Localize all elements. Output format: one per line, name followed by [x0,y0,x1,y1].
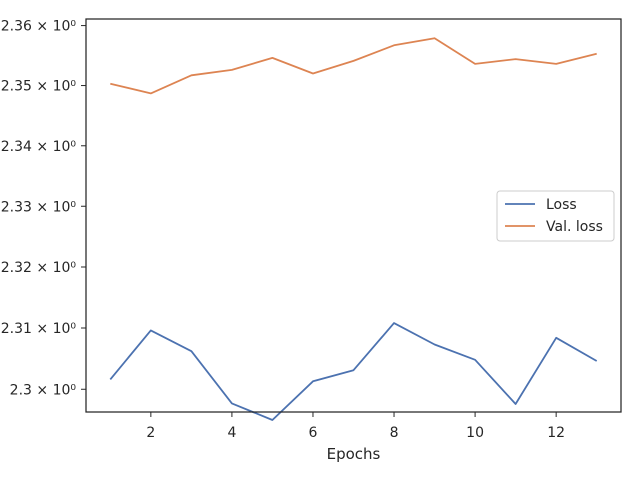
y-tick-label: 2.35 × 10⁰ [1,79,77,95]
x-axis-label: Epochs [327,445,381,463]
y-tick-label: 2.32 × 10⁰ [1,260,77,276]
series-line-loss [109,322,598,421]
y-tick-label: 2.3 × 10⁰ [10,382,77,398]
y-tick-label: 2.31 × 10⁰ [1,321,77,337]
x-tick-label: 8 [390,425,399,441]
y-tick-label: 2.33 × 10⁰ [1,199,77,215]
x-tick-label: 10 [466,425,484,441]
legend: Loss Val. loss [496,190,615,242]
x-tick-label: 6 [309,425,318,441]
x-tick-label: 12 [547,425,565,441]
y-tick-label: 2.36 × 10⁰ [1,19,77,35]
y-axis: 2.3 × 10⁰ 2.31 × 10⁰ 2.32 × 10⁰ 2.33 × 10⁰ 2… [1,19,86,398]
y-tick-label: 2.34 × 10⁰ [1,139,77,155]
x-tick-label: 4 [227,425,236,441]
plot-area [109,37,598,421]
x-tick-label: 2 [146,425,155,441]
x-axis: 2 4 6 8 10 12 [146,412,565,441]
axes-frame [85,18,622,413]
legend-label-val-loss: Val. loss [546,219,603,235]
series-line-val-loss [110,37,597,95]
legend-label-loss: Loss [546,197,577,213]
